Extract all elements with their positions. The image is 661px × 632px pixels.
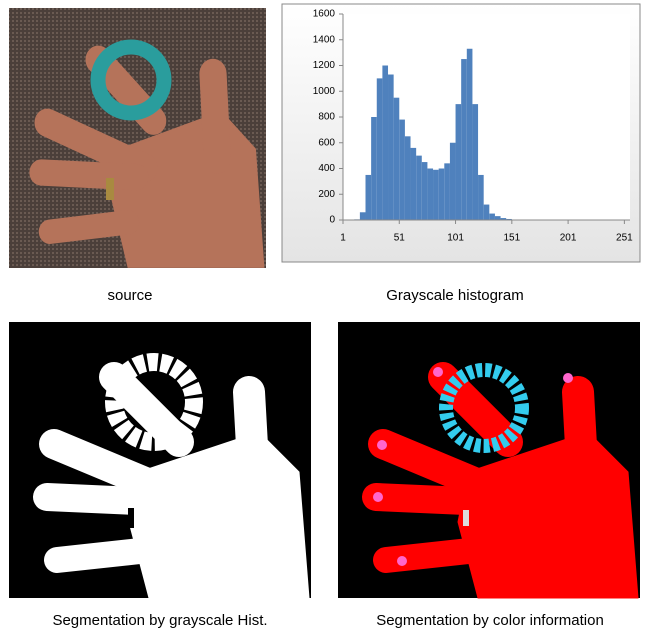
x-tick-label: 1 [340,233,346,244]
source-image [9,8,266,268]
bar [421,162,428,220]
bar [438,168,445,220]
x-tick-label: 151 [503,233,520,244]
bar [388,74,394,220]
bar [506,218,512,220]
bar [365,174,372,220]
bar [478,174,484,220]
x-tick-label: 251 [616,233,633,244]
y-tick-label: 200 [318,189,335,200]
x-tick-label: 201 [560,233,577,244]
bar [489,213,495,220]
bar [393,97,400,220]
bar [427,168,434,220]
bar [433,169,439,220]
bar [416,155,422,220]
x-tick-label: 101 [447,233,464,244]
bar [404,136,411,220]
y-tick-label: 1200 [313,60,336,71]
caption: Segmentation by color information [376,612,604,629]
bar [461,59,467,220]
y-tick-label: 800 [318,112,335,123]
bar [410,147,417,220]
y-tick-label: 400 [318,163,335,174]
bar [466,48,473,221]
caption: Grayscale histogram [386,287,524,304]
bar [399,119,405,220]
grayscale-segmentation-image [9,322,311,598]
bar [444,163,450,220]
caption: source [107,287,152,304]
y-tick-label: 1400 [313,34,336,45]
bar [455,104,462,220]
bar [483,204,490,220]
bar [376,78,383,220]
caption: Segmentation by grayscale Hist. [52,612,267,629]
bar [382,65,389,220]
bar [371,117,377,220]
bar [472,104,479,220]
bar [494,216,501,220]
y-tick-label: 1000 [313,86,336,97]
y-tick-label: 600 [318,137,335,148]
y-tick-label: 0 [329,215,335,226]
x-tick-label: 51 [394,233,406,244]
y-tick-label: 1600 [313,9,336,20]
bar [500,218,507,220]
color-segmentation-image [338,322,640,598]
bar [449,142,456,220]
bar [359,212,366,220]
